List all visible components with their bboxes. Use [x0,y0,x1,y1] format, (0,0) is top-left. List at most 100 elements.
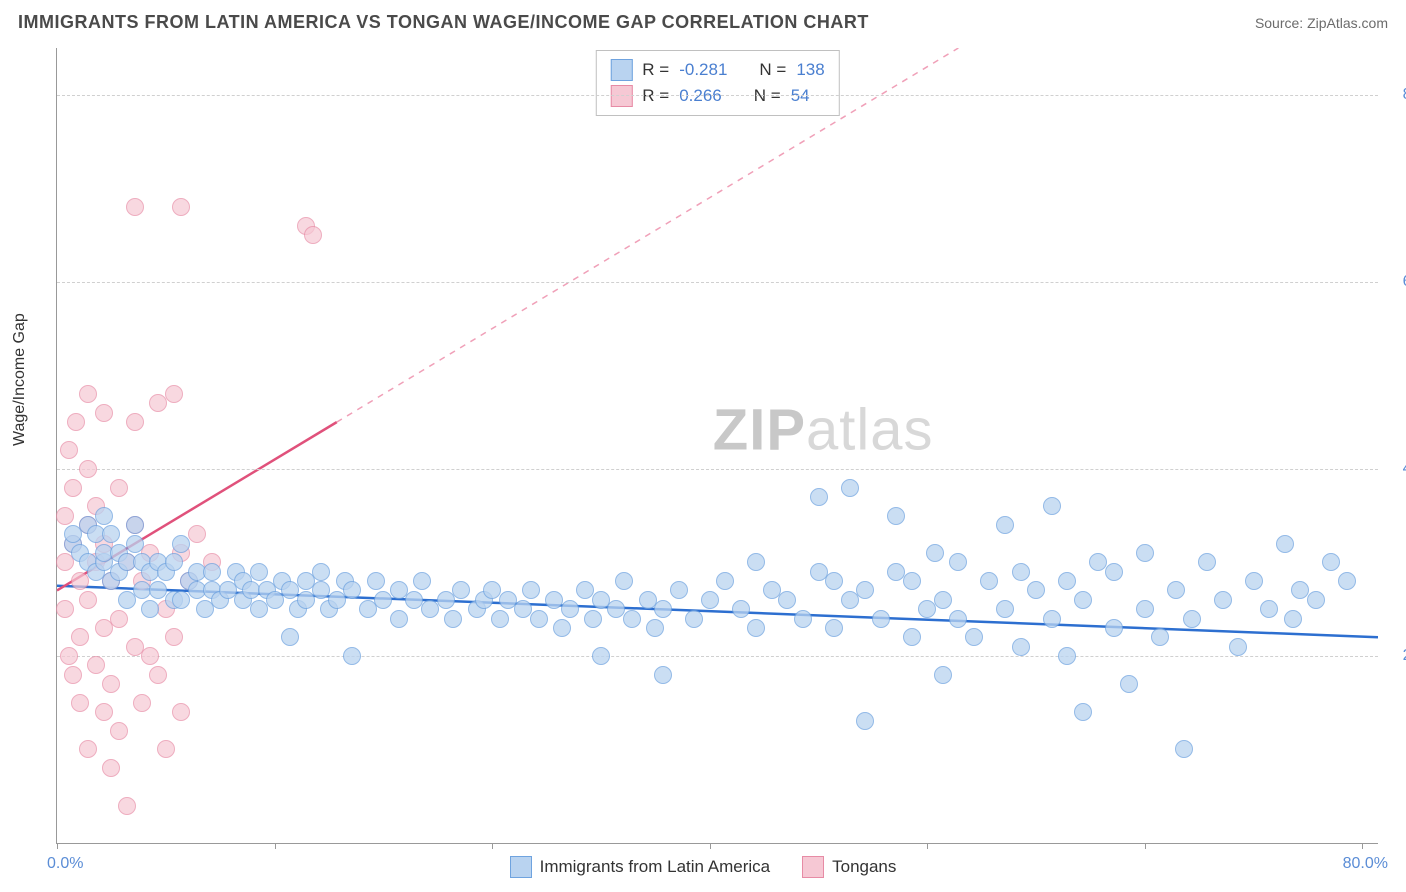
pink-point [64,666,82,684]
blue-point [1307,591,1325,609]
blue-point [1151,628,1169,646]
blue-point [1260,600,1278,618]
blue-point [1338,572,1356,590]
blue-point [685,610,703,628]
blue-point [716,572,734,590]
blue-point [747,553,765,571]
pink-point [79,740,97,758]
blue-point [343,581,361,599]
blue-point [903,628,921,646]
blue-point [95,507,113,525]
r-label: R = [642,60,669,80]
scatter-chart: ZIPatlas R = -0.281 N = 138 R = 0.266 N … [56,48,1378,844]
blue-point [1214,591,1232,609]
blue-point [623,610,641,628]
blue-point [841,479,859,497]
blue-point [934,666,952,684]
blue-point [949,553,967,571]
blue-point [141,600,159,618]
pink-point [157,740,175,758]
blue-point [1120,675,1138,693]
r-label: R = [642,86,669,106]
blue-point [1284,610,1302,628]
pink-point [79,385,97,403]
blue-point [654,666,672,684]
x-tick [1145,843,1146,849]
pink-point [110,722,128,740]
n-label: N = [754,86,781,106]
x-tick [1362,843,1363,849]
blue-point [1027,581,1045,599]
stats-legend: R = -0.281 N = 138 R = 0.266 N = 54 [595,50,839,116]
blue-point [102,525,120,543]
grid-line [57,282,1378,283]
chart-title: IMMIGRANTS FROM LATIN AMERICA VS TONGAN … [18,12,869,33]
blue-point [1074,703,1092,721]
blue-point [701,591,719,609]
blue-point [592,647,610,665]
blue-point [903,572,921,590]
blue-point [203,563,221,581]
pink-point [118,797,136,815]
blue-point [172,535,190,553]
blue-point [584,610,602,628]
legend-swatch-blue [610,59,632,81]
x-tick [492,843,493,849]
blue-point [553,619,571,637]
blue-point [926,544,944,562]
blue-point [980,572,998,590]
pink-point [172,198,190,216]
blue-point [444,610,462,628]
pink-point [71,694,89,712]
pink-point [172,703,190,721]
pink-point [126,198,144,216]
pink-point [95,404,113,422]
blue-point [996,516,1014,534]
x-tick [57,843,58,849]
pink-point [126,413,144,431]
pink-point [149,666,167,684]
legend-swatch-pink-icon [802,856,824,878]
legend-swatch-pink [610,85,632,107]
y-axis-label: Wage/Income Gap [11,313,29,446]
legend-item-blue: Immigrants from Latin America [510,856,771,878]
grid-line [57,656,1378,657]
blue-point [250,563,268,581]
pink-point [133,694,151,712]
blue-point [872,610,890,628]
stats-legend-row-blue: R = -0.281 N = 138 [610,57,824,83]
legend-swatch-blue-icon [510,856,532,878]
legend-item-pink: Tongans [802,856,896,878]
r-value-blue: -0.281 [679,60,727,80]
blue-point [1136,544,1154,562]
blue-point [825,619,843,637]
pink-point [60,441,78,459]
pink-point [64,479,82,497]
blue-point [646,619,664,637]
blue-point [934,591,952,609]
blue-point [1175,740,1193,758]
blue-point [1322,553,1340,571]
blue-point [1012,563,1030,581]
blue-point [794,610,812,628]
blue-point [1183,610,1201,628]
pink-point [110,610,128,628]
blue-point [1058,647,1076,665]
n-value-pink: 54 [791,86,810,106]
pink-point [165,628,183,646]
grid-line [57,469,1378,470]
pink-point [87,656,105,674]
blue-point [491,610,509,628]
blue-point [965,628,983,646]
pink-point [56,507,74,525]
y-tick-label: 20.0% [1388,647,1406,665]
pink-point [102,675,120,693]
blue-point [654,600,672,618]
blue-point [778,591,796,609]
blue-point [312,563,330,581]
pink-point [56,600,74,618]
stats-legend-row-pink: R = 0.266 N = 54 [610,83,824,109]
blue-point [1012,638,1030,656]
blue-point [1229,638,1247,656]
pink-point [95,703,113,721]
